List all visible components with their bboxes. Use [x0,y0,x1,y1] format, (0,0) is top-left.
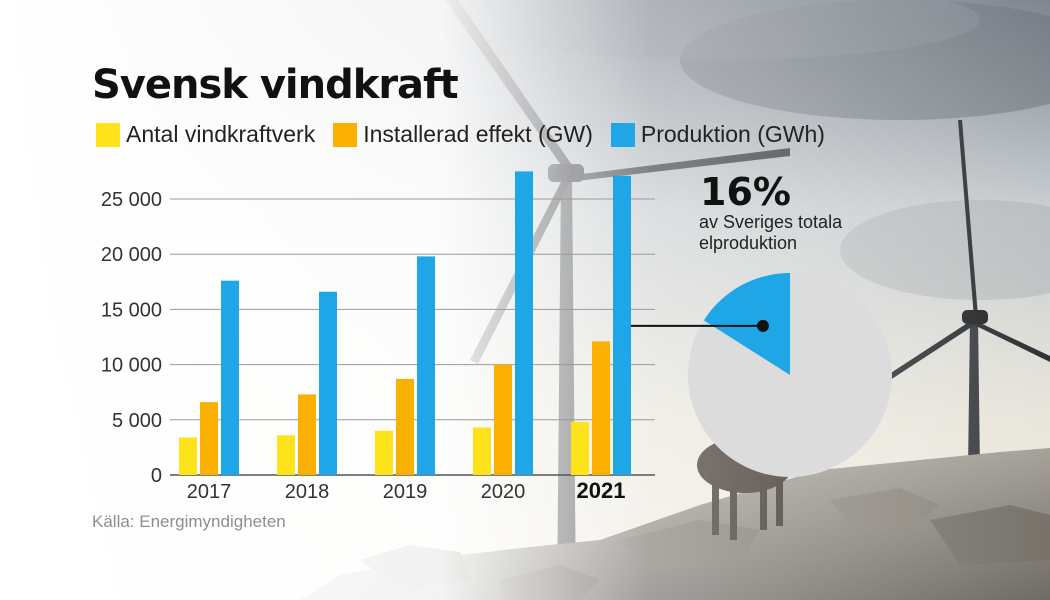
x-tick-label: 2020 [481,481,526,503]
legend: Antal vindkraftverk Installerad effekt (… [96,121,825,148]
bar-antal-2020 [473,427,491,475]
bar-antal-2018 [277,435,295,475]
bar-effekt-2017 [200,402,218,475]
y-tick-label: 15 000 [101,299,162,321]
bar-antal-2021 [571,422,589,475]
bar-effekt-2020 [494,364,512,475]
legend-item-antal: Antal vindkraftverk [96,121,315,148]
bar-effekt-2019 [396,378,414,475]
chart-title: Svensk vindkraft [92,62,459,108]
bars [179,171,631,476]
legend-item-effekt: Installerad effekt (GW) [333,121,593,148]
bar-produktion-2021 [613,175,631,476]
x-tick-label: 2019 [383,481,428,503]
pie-slice-wind [703,273,790,375]
y-axis-ticks: 0 5 000 10 000 15 000 20 000 25 000 [101,189,162,487]
legend-swatch-antal [96,122,120,147]
bar-antal-2017 [179,437,197,475]
bar-produktion-2018 [319,291,337,475]
bar-produktion-2017 [221,280,239,475]
bar-effekt-2021 [592,341,610,475]
x-tick-label: 2017 [187,481,232,503]
legend-label-antal: Antal vindkraftverk [126,121,316,147]
y-tick-label: 10 000 [101,355,162,377]
y-tick-label: 25 000 [101,189,162,211]
y-tick-label: 20 000 [101,244,162,266]
y-tick-label: 0 [151,465,162,487]
bar-antal-2019 [375,430,393,475]
bar-produktion-2020 [515,171,533,475]
legend-item-produktion: Produktion (GWh) [610,121,825,148]
bar-produktion-2019 [417,256,435,475]
x-axis-ticks: 2017 2018 2019 2020 2021 [187,478,626,503]
source-note: Källa: Energimyndigheten [92,512,286,531]
legend-swatch-effekt [333,122,358,147]
bar-effekt-2018 [298,394,316,475]
share-percent: 16% [700,170,791,214]
legend-swatch-produktion [610,122,635,147]
share-pie [631,273,892,477]
share-description: av Sveriges totala elproduktion [699,212,843,253]
y-tick-label: 5 000 [112,410,162,432]
callout-dot [756,319,769,332]
legend-label-effekt: Installerad effekt (GW) [363,121,593,147]
x-tick-label: 2018 [285,481,330,503]
x-tick-label: 2021 [577,478,626,503]
legend-label-produktion: Produktion (GWh) [640,121,825,147]
